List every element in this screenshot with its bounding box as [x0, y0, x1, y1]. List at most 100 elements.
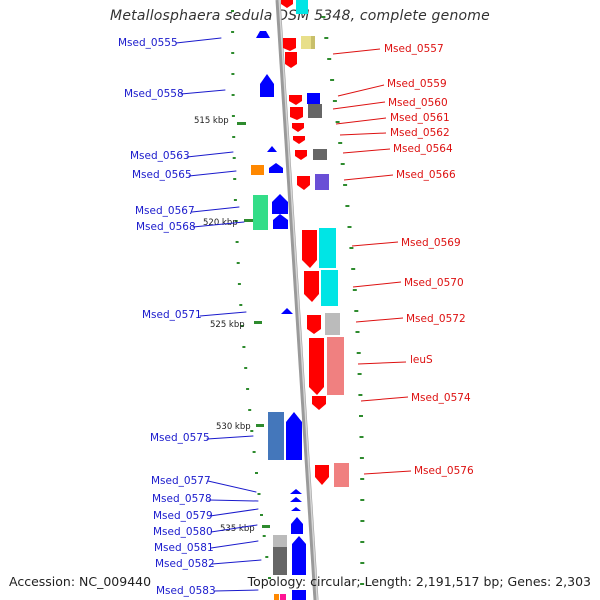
gene-label-right: Msed_0569	[401, 237, 461, 249]
ruler-dash	[358, 394, 363, 396]
accession-text: Accession: NC_009440	[9, 574, 152, 589]
ruler-dash	[239, 304, 243, 306]
gene-feature	[302, 230, 317, 268]
gene-feature	[291, 517, 303, 534]
gene-feature	[274, 594, 279, 600]
gene-feature	[309, 338, 324, 395]
ruler-dash	[246, 388, 250, 390]
ruler-dash	[352, 289, 357, 291]
ruler-dash	[360, 499, 365, 501]
gene-feature	[251, 165, 264, 175]
ruler-dash	[345, 205, 350, 207]
gene-feature	[307, 315, 321, 334]
gene-label-right: leuS	[410, 354, 433, 366]
left-labels: Msed_0555 Msed_0558 Msed_0563 Msed_0565 …	[118, 37, 262, 597]
ruler-dash	[360, 562, 365, 564]
gene-label-left: Msed_0577	[151, 475, 211, 487]
ruler-dash	[327, 58, 332, 60]
genome-backbone	[275, 0, 319, 600]
ruler-dash	[231, 115, 235, 117]
gene-feature	[269, 163, 283, 173]
tick-label-520: 520 kbp	[203, 218, 238, 228]
gene-feature	[296, 0, 308, 14]
ruler-dash	[338, 142, 343, 144]
gene-label-right: Msed_0561	[390, 112, 450, 124]
ruler-dash	[231, 10, 234, 12]
gene-label-left: Msed_0563	[130, 150, 190, 162]
ruler-dash	[357, 373, 362, 375]
ruler-dash	[232, 157, 236, 159]
gene-feature	[325, 313, 340, 335]
gene-feature	[319, 228, 336, 268]
gene-label-left: Msed_0580	[153, 526, 213, 538]
gene-feature	[307, 93, 320, 104]
ruler-dash	[231, 73, 235, 75]
ruler-dash	[234, 220, 238, 222]
gene-label-left: Msed_0571	[142, 309, 202, 321]
gene-feature	[273, 214, 288, 229]
ruler-dash	[324, 37, 329, 39]
gene-label-right: Msed_0557	[384, 43, 444, 55]
gene-feature	[290, 489, 302, 494]
ruler-dash	[360, 520, 365, 522]
ruler-dash	[232, 136, 236, 138]
ruler-dash	[257, 493, 261, 495]
ruler-dash	[332, 100, 337, 102]
gene-feature	[313, 149, 327, 160]
ruler-dash	[359, 457, 364, 459]
gene-feature	[256, 31, 270, 38]
ruler-dash	[355, 331, 360, 333]
tick-label-515: 515 kbp	[194, 116, 229, 126]
gene-feature	[281, 0, 293, 8]
ruler-dash	[231, 94, 235, 96]
gene-label-right: Msed_0574	[411, 392, 471, 404]
ruler-dashes-left	[231, 10, 271, 579]
ruler-dash	[240, 325, 244, 327]
ruler-dash	[335, 121, 340, 123]
ruler-dashes-right	[321, 16, 365, 585]
right-labels: Msed_0557 Msed_0559 Msed_0560 Msed_0561 …	[332, 43, 474, 477]
tick-label-535: 535 kbp	[220, 524, 255, 534]
ruler-dash	[231, 31, 235, 33]
ruler-dash	[233, 199, 237, 201]
gene-feature	[273, 547, 287, 575]
gene-feature	[295, 150, 307, 160]
ruler-dash	[255, 472, 258, 474]
gene-feature	[292, 536, 306, 575]
gene-label-left: Msed_0583	[156, 585, 216, 597]
ruler-dash	[343, 184, 348, 186]
ruler-dash	[360, 583, 365, 585]
topology-text: Topology: circular; Length: 2,191,517 bp…	[247, 574, 591, 589]
gene-label-right: Msed_0566	[396, 169, 456, 181]
tick-label-525: 525 kbp	[210, 320, 245, 330]
ruler-dash	[231, 52, 235, 54]
ruler-dash	[268, 577, 271, 579]
gene-label-left: Msed_0558	[124, 88, 184, 100]
gene-label-left: Msed_0567	[135, 205, 195, 217]
gene-feature	[280, 594, 286, 600]
map-title: Metallosphaera sedula DSM 5348, complete…	[110, 8, 490, 24]
gene-feature	[290, 107, 303, 120]
ruler-dash	[359, 415, 363, 417]
gene-label-right: Msed_0570	[404, 277, 464, 289]
gene-label-right: Msed_0560	[388, 97, 448, 109]
ruler-ticks: 515 kbp 520 kbp 525 kbp 530 kbp 535 kbp	[194, 116, 270, 534]
gene-features	[251, 0, 349, 600]
ruler-dash	[354, 310, 359, 312]
ruler-dash	[265, 556, 269, 558]
gene-label-right: Msed_0562	[390, 127, 450, 139]
ruler-dash	[250, 430, 254, 432]
ruler-dash	[244, 367, 248, 369]
ruler-dash	[360, 478, 365, 480]
gene-feature	[273, 535, 287, 547]
gene-feature	[311, 36, 315, 49]
gene-label-left: Msed_0578	[152, 493, 212, 505]
gene-label-left: Msed_0575	[150, 432, 210, 444]
ruler-dash	[330, 79, 335, 81]
gene-feature	[312, 396, 326, 410]
gene-feature	[327, 337, 344, 395]
gene-feature	[321, 270, 338, 306]
gene-label-right: Msed_0572	[406, 313, 466, 325]
ruler-dash	[349, 247, 354, 249]
